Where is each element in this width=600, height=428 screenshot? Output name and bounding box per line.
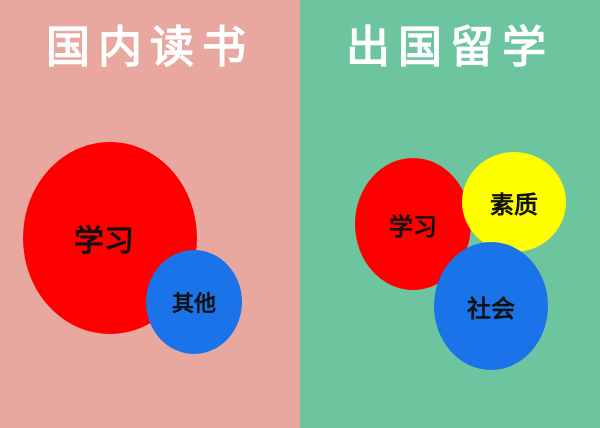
quality-circle-label: 素质 — [490, 190, 538, 219]
study-abroad-panel: 出国留学 学习 素质 社会 — [300, 0, 600, 428]
study-abroad-title: 出国留学 — [346, 22, 554, 73]
other-circle-label: 其他 — [171, 292, 216, 317]
study-circle-label: 学习 — [74, 224, 134, 259]
domestic-study-panel: 国内读书 学习 其他 — [0, 0, 300, 428]
study-circle-label: 学习 — [389, 212, 437, 241]
society-circle-label: 社会 — [467, 294, 515, 323]
study-circle-large: 学习 — [23, 142, 197, 334]
society-circle: 社会 — [434, 242, 548, 370]
domestic-study-title: 国内读书 — [46, 22, 254, 73]
quality-circle: 素质 — [462, 152, 566, 252]
other-circle: 其他 — [146, 250, 242, 354]
